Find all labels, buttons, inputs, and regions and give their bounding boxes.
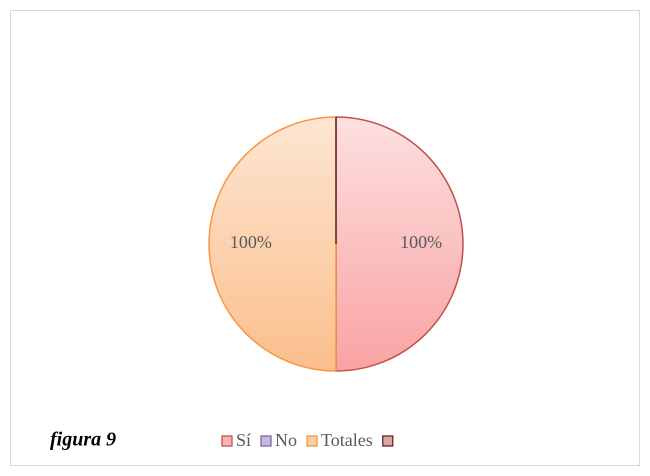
legend-swatch — [221, 435, 233, 447]
legend-label: No — [275, 430, 297, 450]
legend-label: Sí — [236, 430, 251, 450]
data-label: 100% — [230, 232, 272, 252]
legend-swatch — [306, 435, 318, 447]
legend-label: Totales — [321, 430, 373, 450]
annotation: figura 9 — [50, 429, 116, 451]
pie-slice — [208, 116, 337, 372]
pie-slice — [335, 116, 464, 372]
legend-swatch — [260, 435, 272, 447]
data-label: 100% — [400, 232, 442, 252]
legend-swatch — [382, 435, 394, 447]
